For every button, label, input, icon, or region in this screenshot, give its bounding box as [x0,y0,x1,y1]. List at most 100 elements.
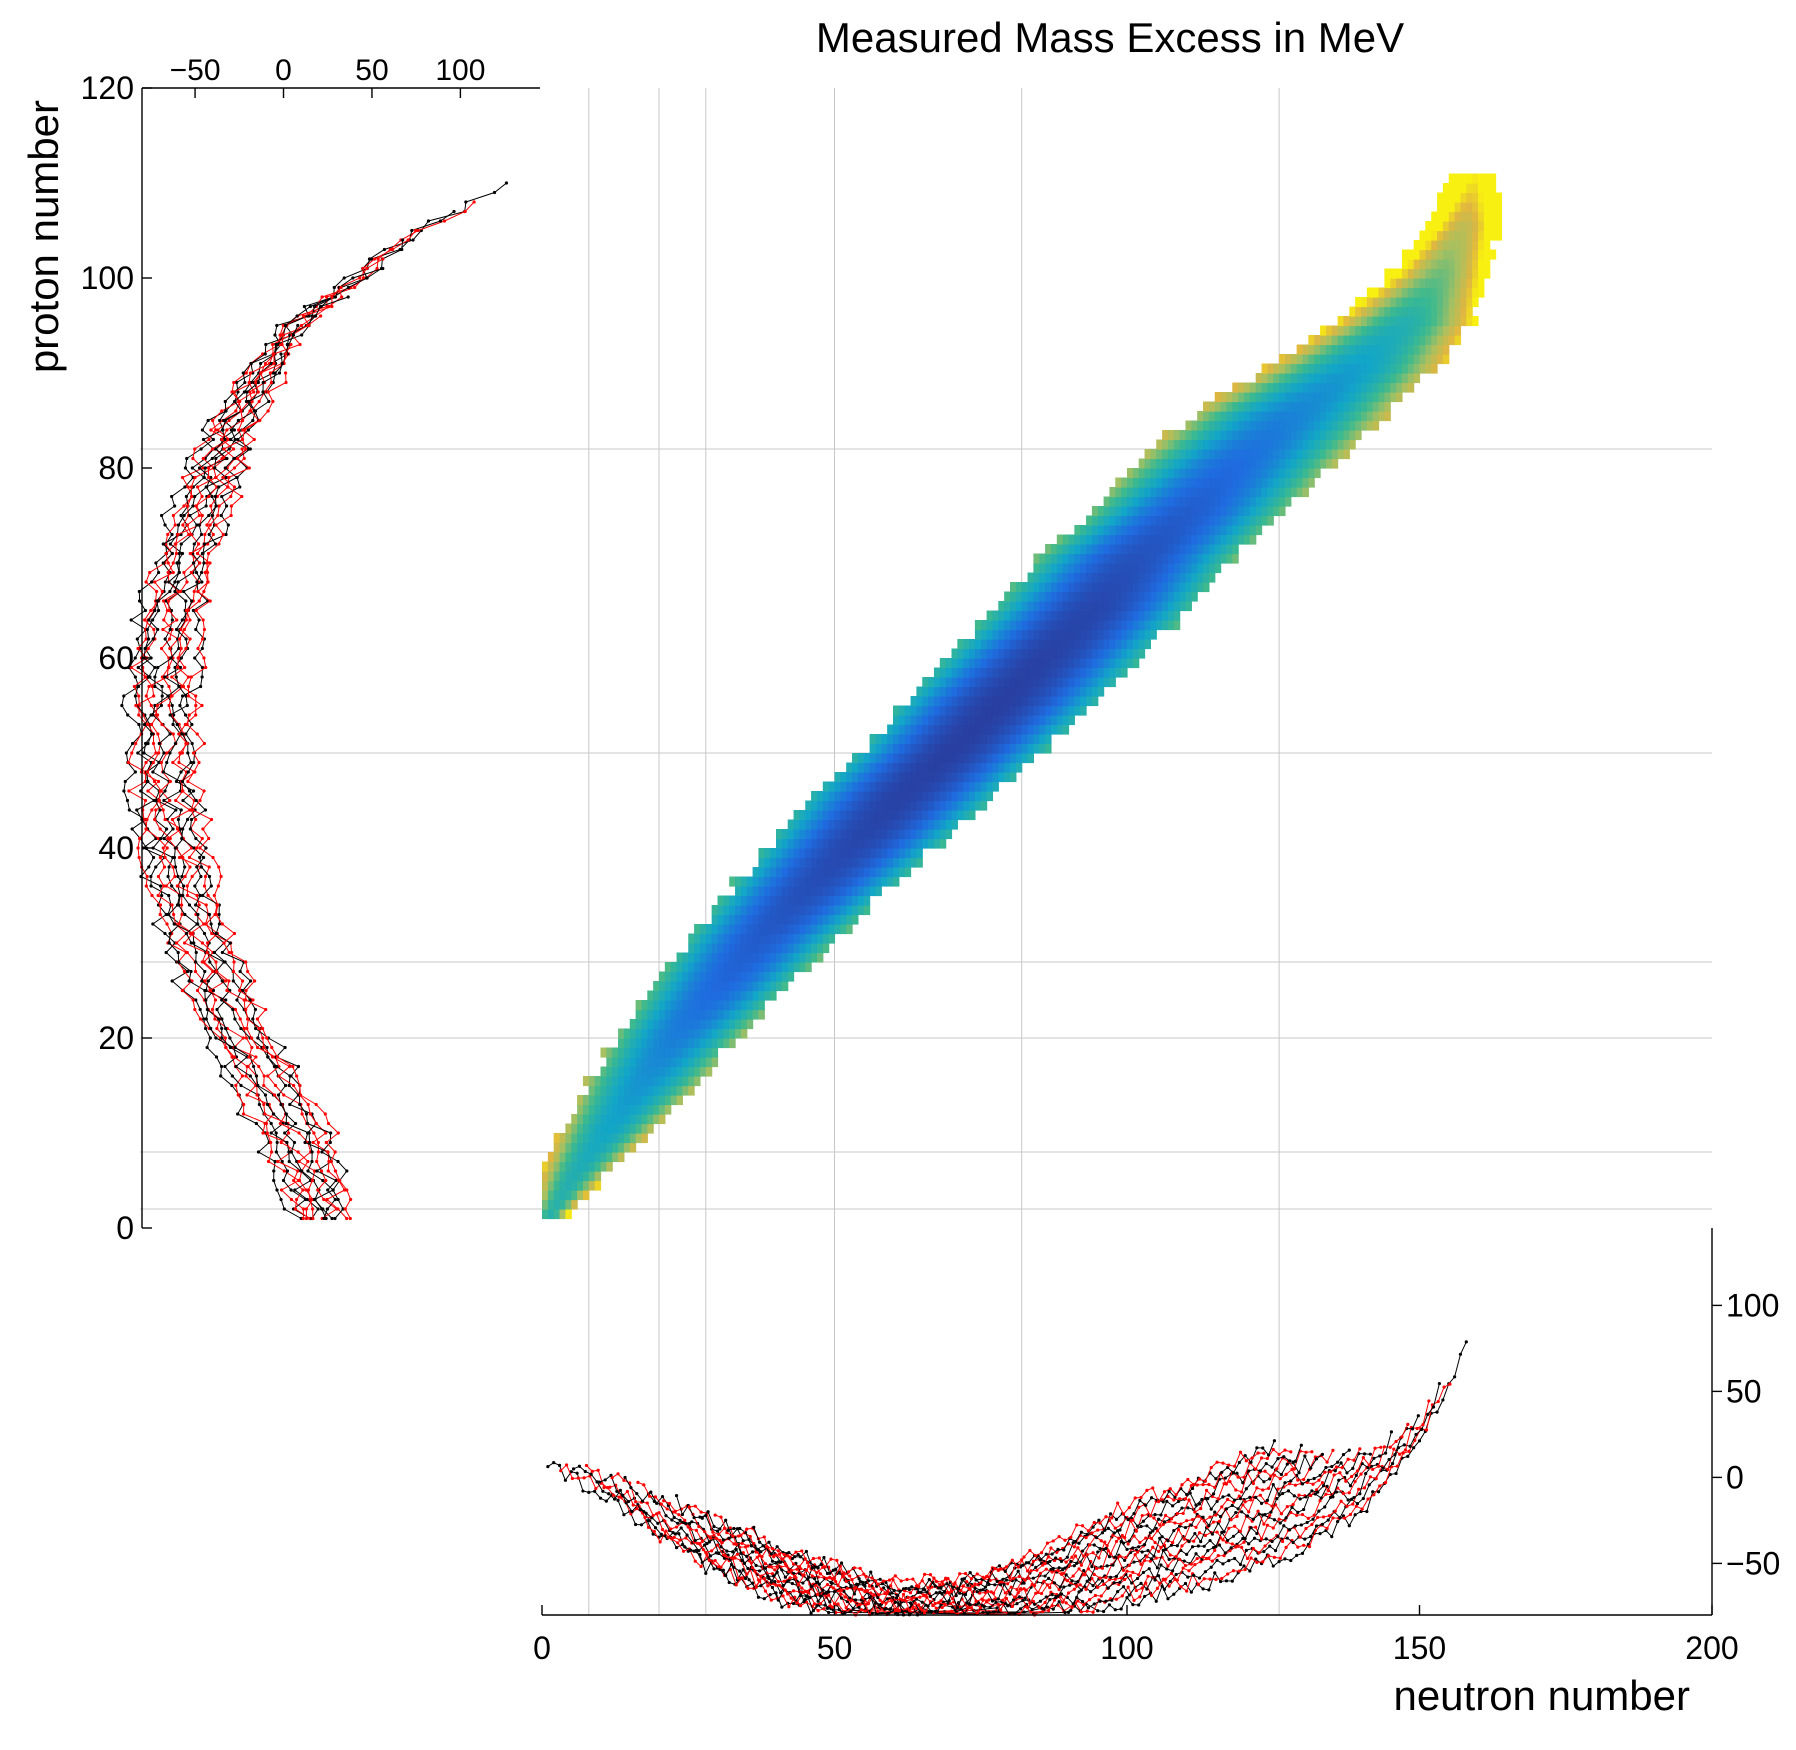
neutron-projection-point [1092,1602,1096,1606]
proton-projection-point [328,1140,332,1145]
proton-projection-point [289,1197,294,1202]
heatmap-cell [1220,468,1228,479]
heatmap-cell [986,762,994,773]
heatmap-cell [1478,221,1485,232]
heatmap-cell [1039,724,1046,735]
heatmap-cell [1097,686,1105,697]
heatmap-cell [881,838,888,849]
proton-projection-point [416,228,420,233]
heatmap-cell [559,1133,566,1144]
heatmap-cell [1244,468,1251,479]
heatmap-cell [682,952,689,963]
heatmap-cell [688,1085,695,1096]
heatmap-cell [1255,392,1263,403]
heatmap-cell [980,648,988,659]
heatmap-cell [1203,411,1210,422]
heatmap-cell [1437,325,1444,336]
neutron-projection-point [756,1578,761,1582]
heatmap-cell [1173,601,1181,612]
heatmap-cell [945,667,953,678]
heatmap-cell [1039,639,1046,650]
heatmap-cell [1267,506,1274,517]
heatmap-cell [1203,572,1210,583]
heatmap-cell [1109,534,1116,545]
heatmap-cell [1185,572,1192,583]
heatmap-cell [1115,496,1122,507]
proton-projection-point [303,1140,307,1145]
heatmap-cell [600,1114,607,1125]
proton-projection-point [146,789,150,793]
heatmap-cell [957,743,964,754]
heatmap-cell [577,1095,584,1106]
proton-projection-point [158,808,162,812]
heatmap-cell [933,781,941,792]
proton-projection-point [187,855,192,860]
heatmap-cell [635,1076,643,1087]
heatmap-cell [1068,572,1075,583]
heatmap-cell [1267,363,1274,374]
heatmap-cell [764,895,771,906]
proton-projection-point [311,1140,315,1145]
proton-projection-point [259,361,263,366]
heatmap-cell [740,943,748,954]
heatmap-cell [653,1038,660,1049]
heatmap-cell [998,667,1005,678]
neutron-projection-point [1203,1570,1207,1574]
neutron-projection-point [1402,1443,1406,1447]
heatmap-cell [1027,601,1034,612]
heatmap-cell [1238,392,1245,403]
heatmap-cell [664,1000,672,1011]
heatmap-cell [1097,582,1105,593]
proton-projection-point [184,637,188,641]
proton-projection-point [223,466,227,470]
heatmap-cell [1325,335,1333,346]
proton-projection-point [284,352,288,356]
heatmap-cell [1349,363,1356,374]
heatmap-cell [881,857,888,868]
proton-projection-point [189,969,193,974]
heatmap-cell [1191,496,1198,507]
heatmap-cell [1132,648,1140,659]
heatmap-cell [793,933,800,944]
heatmap-cell [1080,601,1087,612]
heatmap-cell [565,1142,572,1153]
neutron-projection-point [1167,1584,1171,1588]
proton-projection-point [250,399,254,404]
heatmap-cell [770,886,777,897]
heatmap-cell [869,848,877,859]
heatmap-cell [1062,582,1070,593]
heatmap-cell [869,829,877,840]
heatmap-cell [1010,677,1017,688]
heatmap-cell [1156,525,1163,536]
proton-projection-point [337,1178,342,1183]
neutron-projection-point [1013,1611,1017,1615]
heatmap-cell [963,667,970,678]
heatmap-cell [1039,734,1046,745]
proton-projection-point [382,247,387,252]
heatmap-cell [834,876,841,887]
heatmap-cell [1010,639,1017,650]
proton-projection-point [154,865,158,869]
heatmap-cell [1337,325,1345,336]
proton-projection-point [206,418,210,423]
heatmap-cell [594,1114,602,1125]
heatmap-cell [863,810,871,821]
heatmap-cell [1080,572,1087,583]
proton-projection-point [284,323,288,328]
proton-projection-point [175,618,179,622]
heatmap-cell [951,810,958,821]
heatmap-cell [1080,591,1087,602]
heatmap-cell [1308,468,1315,479]
heatmap-cell [863,895,871,906]
proton-projection-point [159,646,164,651]
proton-projection-point [163,523,167,527]
proton-projection-point [168,931,172,936]
heatmap-cell [694,933,701,944]
heatmap-cell [1086,563,1093,574]
heatmap-cell [969,639,976,650]
heatmap-cell [898,715,906,726]
heatmap-cell [1355,325,1362,336]
neutron-projection-point [1296,1545,1300,1549]
neutron-projection-line [547,1341,1467,1615]
proton-projection-point [252,1064,256,1069]
